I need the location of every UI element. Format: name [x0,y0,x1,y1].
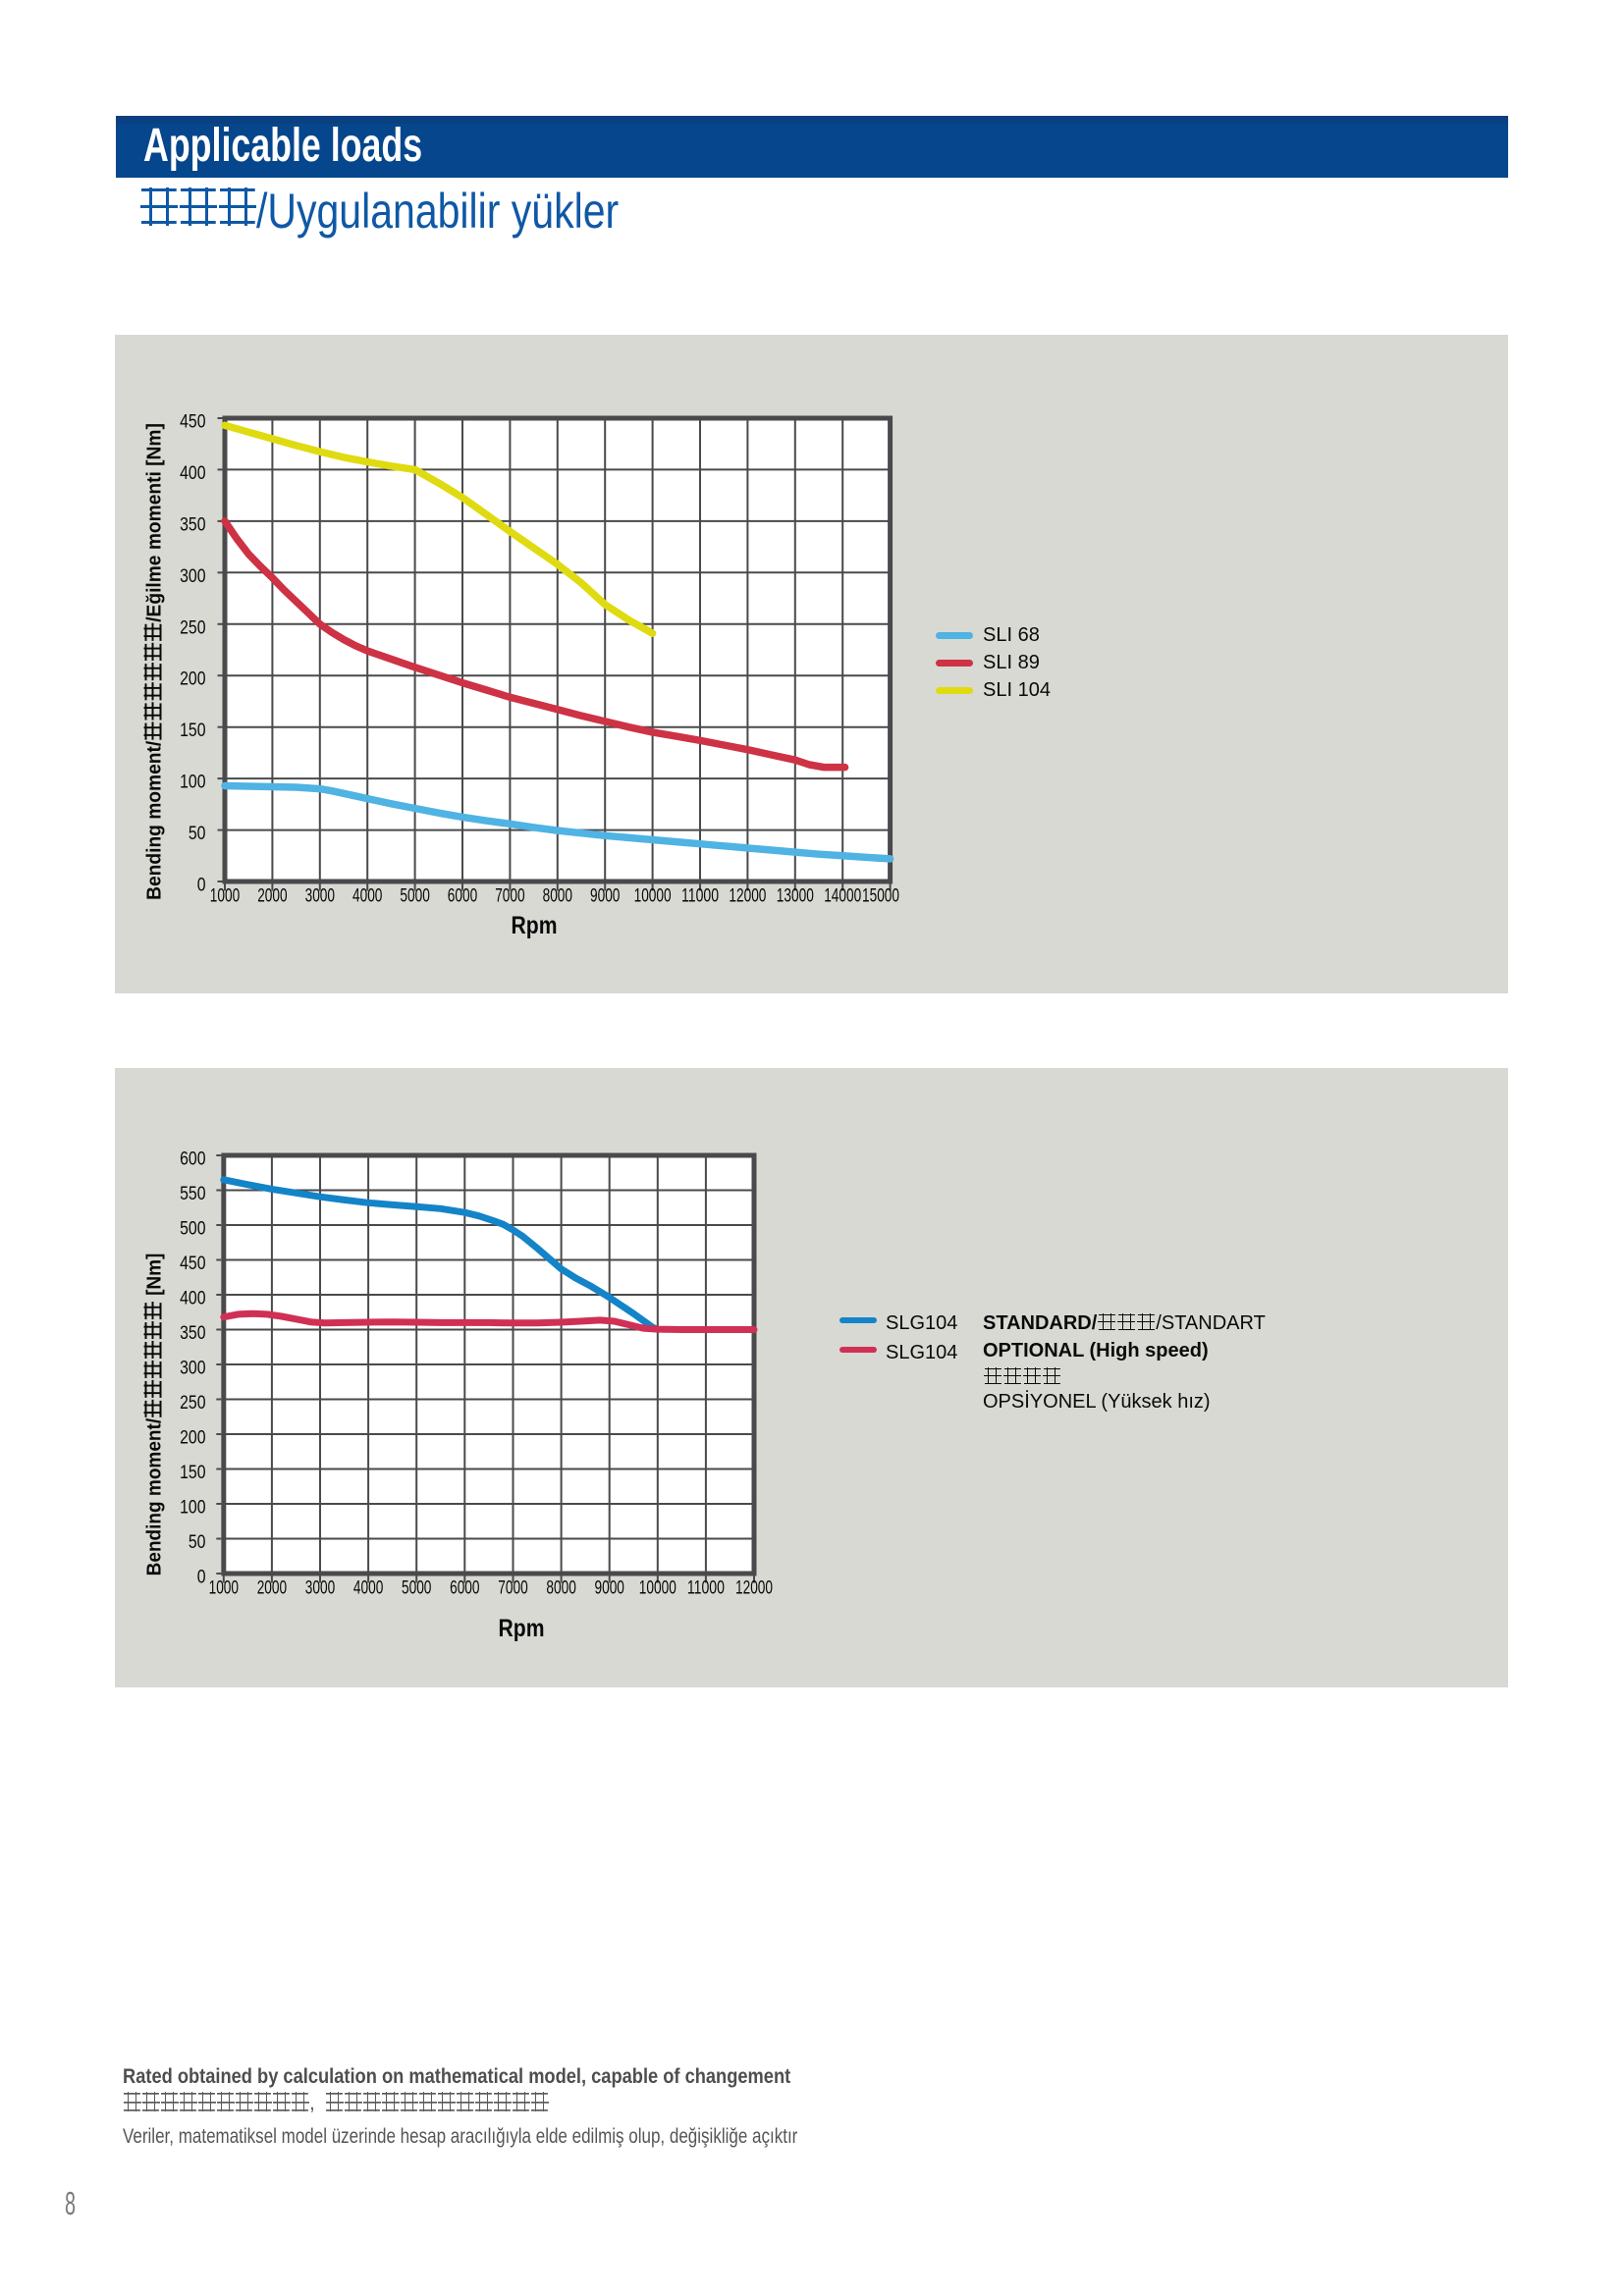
svg-text:3000: 3000 [305,1577,336,1599]
svg-text:100: 100 [180,1497,206,1519]
svg-text:300: 300 [180,565,206,587]
svg-text:7000: 7000 [498,1577,528,1599]
svg-text:0: 0 [197,1567,206,1588]
svg-text:12000: 12000 [729,885,766,907]
svg-text:9000: 9000 [595,1577,625,1599]
svg-text:400: 400 [180,462,206,484]
svg-text:450: 450 [180,1253,206,1274]
svg-text:6000: 6000 [448,885,478,907]
svg-text:0: 0 [197,875,206,896]
svg-text:14000: 14000 [824,885,861,907]
svg-text:4000: 4000 [353,1577,384,1599]
svg-text:11000: 11000 [681,885,719,907]
svg-text:4000: 4000 [352,885,383,907]
svg-text:13000: 13000 [777,885,814,907]
svg-text:6000: 6000 [450,1577,480,1599]
svg-text:600: 600 [180,1148,206,1170]
svg-text:5000: 5000 [402,1577,432,1599]
svg-text:10000: 10000 [639,1577,677,1599]
svg-text:450: 450 [180,411,206,433]
svg-text:Rpm: Rpm [512,912,558,939]
svg-text:350: 350 [180,1322,206,1344]
svg-text:8000: 8000 [546,1577,576,1599]
svg-text:2000: 2000 [257,1577,288,1599]
svg-text:250: 250 [180,1392,206,1414]
svg-text:5000: 5000 [400,885,430,907]
svg-text:9000: 9000 [590,885,621,907]
svg-text:10000: 10000 [634,885,672,907]
svg-text:200: 200 [180,668,206,690]
svg-text:Rpm: Rpm [499,1615,545,1642]
svg-text:500: 500 [180,1218,206,1240]
svg-text:1000: 1000 [209,1577,240,1599]
svg-text:200: 200 [180,1427,206,1449]
svg-text:150: 150 [180,1462,206,1483]
svg-text:15000: 15000 [862,885,899,907]
svg-text:150: 150 [180,720,206,741]
svg-text:2000: 2000 [257,885,288,907]
svg-text:11000: 11000 [687,1577,725,1599]
svg-text:50: 50 [189,823,206,844]
svg-text:350: 350 [180,513,206,535]
svg-text:12000: 12000 [735,1577,773,1599]
svg-text:3000: 3000 [305,885,336,907]
svg-text:8000: 8000 [543,885,573,907]
svg-text:250: 250 [180,616,206,638]
svg-text:50: 50 [189,1531,206,1553]
svg-text:100: 100 [180,772,206,793]
svg-text:550: 550 [180,1183,206,1204]
svg-text:7000: 7000 [495,885,525,907]
svg-text:300: 300 [180,1358,206,1379]
svg-text:400: 400 [180,1288,206,1309]
svg-text:1000: 1000 [210,885,241,907]
